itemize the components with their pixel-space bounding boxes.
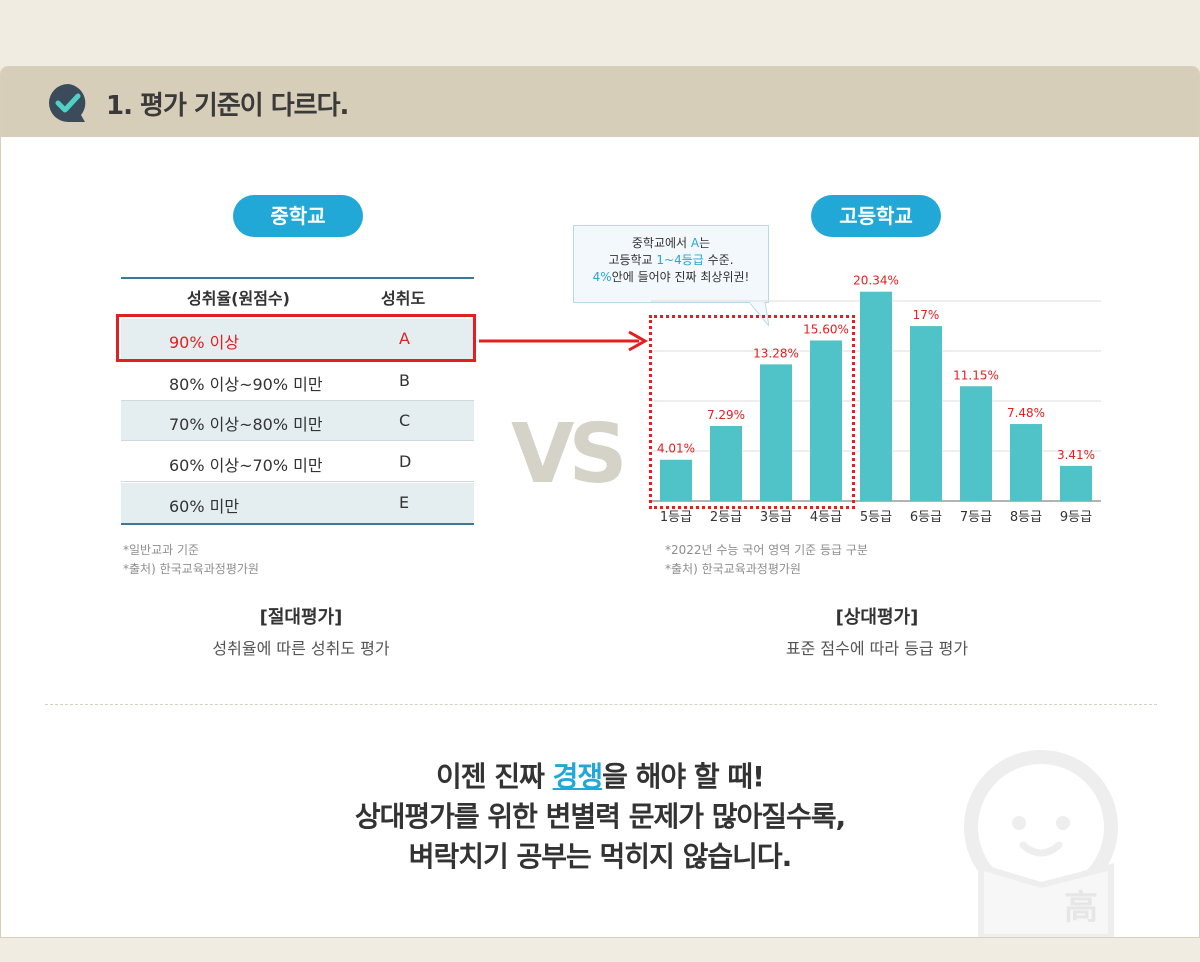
caption-subtitle: 표준 점수에 따라 등급 평가 <box>785 639 969 658</box>
note-line: *출처) 한국교육과정평가원 <box>123 562 259 576</box>
section-title: 1. 평가 기준이 다르다. <box>106 91 349 121</box>
content-card: 1. 평가 기준이 다르다. 중학교 고등학교 성취율(원점수) 성취도 90%… <box>0 66 1200 938</box>
mascot-icon: 高 <box>964 750 1118 937</box>
check-bubble-icon <box>49 84 86 122</box>
middle-school-label: 중학교 <box>233 195 363 237</box>
table-cell-range: 80% 이상~90% 미만 <box>169 375 323 394</box>
callout-tail <box>749 302 769 326</box>
mascot-char: 高 <box>1064 888 1098 928</box>
x-tick-label: 6등급 <box>910 510 942 525</box>
x-tick-label: 8등급 <box>1010 510 1042 525</box>
table-cell-grade: B <box>399 371 410 390</box>
x-tick-label: 9등급 <box>1060 510 1092 525</box>
value-label: 11.15% <box>953 368 999 382</box>
table-cell-range: 70% 이상~80% 미만 <box>169 415 323 434</box>
table-top-line <box>121 277 474 279</box>
table-row: 60% 이상~70% 미만 D <box>121 442 474 482</box>
value-label: 17% <box>913 308 940 322</box>
caption-title: [절대평가] <box>259 607 343 628</box>
middle-school-notes: *일반교과 기준 *출처) 한국교육과정평가원 <box>123 541 259 579</box>
bar-4 <box>810 340 842 501</box>
bar-8 <box>1010 424 1042 501</box>
x-tick-label: 5등급 <box>860 510 892 525</box>
message-line-3: 벼락치기 공부는 먹히지 않습니다. <box>408 840 793 873</box>
value-label: 20.34% <box>853 274 899 288</box>
caption-subtitle: 성취율에 따른 성취도 평가 <box>212 639 390 658</box>
bar-6 <box>910 326 942 501</box>
bar-3 <box>760 364 792 501</box>
value-label: 7.29% <box>707 408 745 422</box>
x-tick-label: 7등급 <box>960 510 992 525</box>
value-label: 13.28% <box>753 346 799 360</box>
table-cell-grade: A <box>399 329 410 348</box>
table-cell-range: 90% 이상 <box>169 333 240 352</box>
note-line: *2022년 수능 국어 영역 기준 등급 구분 <box>665 543 868 557</box>
high-school-notes: *2022년 수능 국어 영역 기준 등급 구분 *출처) 한국교육과정평가원 <box>665 541 868 579</box>
table-cell-range: 60% 미만 <box>169 497 240 516</box>
table-row: 60% 미만 E <box>121 483 474 523</box>
table-cell-grade: D <box>399 452 412 471</box>
caption-title: [상대평가] <box>835 607 919 628</box>
value-label: 15.60% <box>803 322 849 336</box>
value-label: 7.48% <box>1007 406 1045 420</box>
bar-9 <box>1060 465 1092 501</box>
arrow-icon <box>479 330 649 352</box>
bar-2 <box>710 425 742 501</box>
high-school-caption: [상대평가] 표준 점수에 따라 등급 평가 <box>727 603 1027 659</box>
message-line-2: 상대평가를 위한 변별력 문제가 많아질수록, <box>354 800 846 833</box>
bottom-message: 이젠 진짜 경쟁을 해야 할 때! 상대평가를 위한 변별력 문제가 많아질수록… <box>1 757 1199 877</box>
x-tick-label: 1등급 <box>660 510 692 525</box>
x-tick-label: 2등급 <box>710 510 742 525</box>
bar-5 <box>860 291 892 501</box>
table-row: 70% 이상~80% 미만 C <box>121 401 474 441</box>
callout-box: 중학교에서 A는 고등학교 1~4등급 수준. 4%안에 들어야 진짜 최상위권… <box>573 225 769 303</box>
table-cell-grade: E <box>399 493 410 512</box>
table-cell-range: 60% 이상~70% 미만 <box>169 456 323 475</box>
high-school-label: 고등학교 <box>811 195 941 237</box>
vs-label: VS <box>511 407 628 502</box>
bar-1 <box>660 459 692 501</box>
x-tick-label: 3등급 <box>760 510 792 525</box>
note-line: *일반교과 기준 <box>123 543 200 557</box>
message-line-1: 이젠 진짜 경쟁을 해야 할 때! <box>436 760 765 793</box>
bar-7 <box>960 386 992 501</box>
table-row: 90% 이상 A <box>121 319 474 359</box>
note-line: *출처) 한국교육과정평가원 <box>665 562 801 576</box>
section-header: 1. 평가 기준이 다르다. <box>1 67 1199 137</box>
value-label: 3.41% <box>1057 448 1095 462</box>
value-label: 4.01% <box>657 442 695 456</box>
x-tick-label: 4등급 <box>810 510 842 525</box>
table-row: 80% 이상~90% 미만 B <box>121 361 474 401</box>
table-header-rate: 성취율(원점수) <box>187 289 290 308</box>
highlight-box <box>116 314 476 362</box>
table-bottom-line <box>121 523 474 525</box>
top-grades-highlight <box>649 315 855 509</box>
table-cell-grade: C <box>399 411 411 430</box>
section-divider <box>45 704 1157 705</box>
table-header-grade: 성취도 <box>381 289 426 308</box>
middle-school-caption: [절대평가] 성취율에 따른 성취도 평가 <box>151 603 451 659</box>
grade-distribution-chart: 4.01% 1등급 7.29% 2등급 13.28% 3등급 15.60% 4등급 20.34%… <box>651 274 1101 525</box>
